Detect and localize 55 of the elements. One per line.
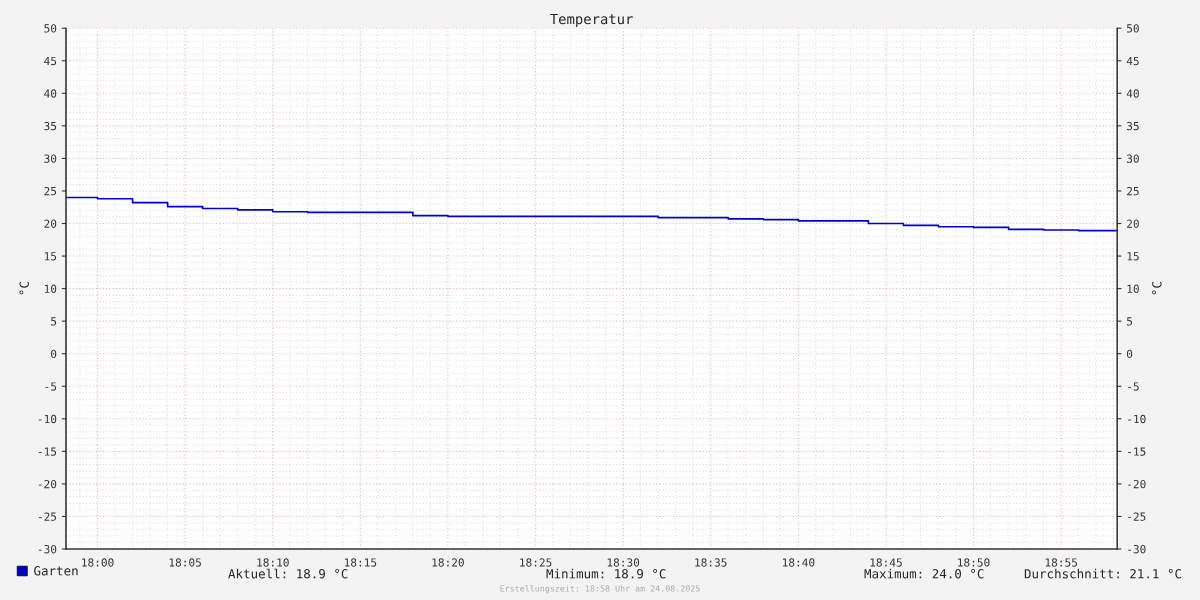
y-tick-label: -15	[38, 447, 57, 456]
text: Aktuell: 18.9 °C	[228, 568, 348, 579]
text: Erstellungszeit: 18:58 Uhr am 24.08.2025	[500, 585, 700, 594]
x-tick-label: 18:35	[695, 558, 727, 567]
y2-tick-label: 30	[1126, 154, 1139, 163]
y2-tick-label: -20	[1128, 479, 1146, 489]
y2-tick-label: -5	[1128, 382, 1139, 391]
x-tick-label: 18:00	[82, 558, 114, 567]
y2-tick-label: 25	[1127, 186, 1139, 196]
text: Maximum: 24.0 °C	[864, 568, 984, 579]
y2-tick-label: -25	[1128, 512, 1146, 521]
y-tick-label: 50	[44, 24, 57, 33]
y2-tick-label: 35	[1126, 121, 1139, 131]
text: Durchschnitt: 21.1 °C	[1024, 568, 1182, 579]
text: Minimum: 18.9 °C	[546, 568, 666, 579]
y-tick-label: 20	[44, 219, 57, 228]
x-tick-label: 18:05	[169, 558, 201, 567]
y2-tick-label: -10	[1128, 414, 1146, 424]
y2-tick-label: 0	[1126, 349, 1133, 359]
y-tick-label: 35	[44, 121, 57, 131]
y-tick-label: 40	[44, 89, 57, 98]
y2-tick-label: 40	[1126, 89, 1139, 98]
y2-tick-label: 5	[1127, 317, 1133, 326]
y2-axis-title: °C	[1152, 282, 1162, 295]
x-tick-label: 18:50	[958, 558, 990, 567]
y-tick-label: -25	[38, 512, 57, 521]
x-tick-label: 18:20	[432, 558, 464, 567]
x-tick-label: 18:55	[1045, 558, 1078, 567]
x-tick-label: 18:40	[782, 558, 815, 567]
y2-tick-label: 20	[1127, 219, 1139, 228]
x-tick-label: 18:30	[607, 558, 640, 567]
y-tick-label: -20	[38, 479, 57, 489]
y2-tick-label: 50	[1127, 24, 1139, 33]
y-tick-label: 25	[44, 186, 57, 196]
y-tick-label: -10	[38, 414, 57, 424]
y-tick-label: 5	[51, 317, 57, 326]
y2-tick-label: 10	[1127, 284, 1139, 294]
legend-label: Garten	[34, 566, 78, 576]
chart-title: Temperatur	[550, 13, 633, 27]
x-tick-label: 18:45	[870, 558, 902, 567]
y-tick-label: 10	[44, 284, 57, 294]
x-tick-label: 18:25	[520, 558, 552, 567]
y-tick-label: -30	[38, 545, 57, 554]
y-tick-label: 45	[44, 56, 57, 66]
x-tick-label: 18:15	[344, 558, 377, 567]
y2-tick-label: -15	[1128, 447, 1146, 456]
y2-tick-label: 45	[1126, 56, 1139, 66]
y-tick-label: 15	[44, 252, 57, 261]
y-tick-label: 0	[51, 349, 57, 359]
y-axis-title: °C	[19, 282, 29, 295]
y-tick-label: 30	[44, 154, 57, 163]
x-tick-label: 18:10	[257, 558, 289, 567]
y2-tick-label: -30	[1128, 545, 1146, 554]
y-tick-label: -5	[45, 382, 57, 391]
y2-tick-label: 15	[1127, 252, 1139, 261]
